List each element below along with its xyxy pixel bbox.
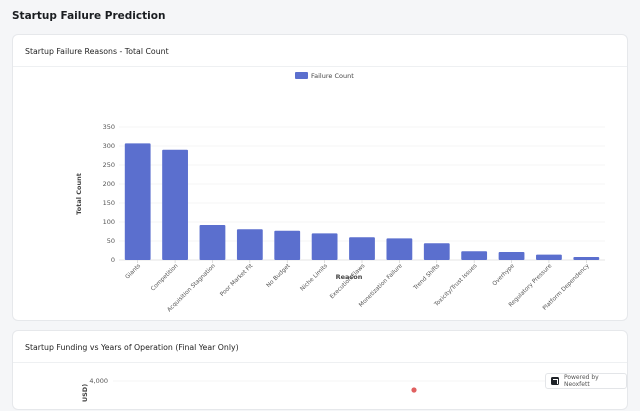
bar[interactable] bbox=[536, 254, 562, 260]
legend-label[interactable]: Failure Count bbox=[311, 72, 354, 80]
funding-vs-years-card-title: Startup Funding vs Years of Operation (F… bbox=[13, 331, 627, 363]
failure-reasons-card: Startup Failure Reasons - Total Count 0 5… bbox=[12, 34, 628, 321]
x-tick-label: No Budget bbox=[266, 263, 292, 289]
page-title: Startup Failure Prediction bbox=[12, 10, 166, 22]
bar[interactable] bbox=[311, 233, 338, 260]
funding-scatter-chart: 4,000 USD) bbox=[81, 377, 593, 402]
y-tick-label: 0 bbox=[111, 256, 115, 264]
bar[interactable] bbox=[461, 251, 488, 260]
funding-scatter-point[interactable] bbox=[411, 387, 417, 393]
y-tick-label: 350 bbox=[103, 123, 115, 131]
x-tick-label: Giants bbox=[125, 263, 142, 280]
funding-y-tick-label: 4,000 bbox=[89, 377, 108, 385]
funding-vs-years-card: Startup Funding vs Years of Operation (F… bbox=[12, 330, 628, 410]
bar[interactable] bbox=[386, 238, 413, 260]
failure-reasons-chart: 0 50 100 150 200 250 300 350 Giants Competition Ac… bbox=[13, 67, 629, 322]
y-tick-label: 150 bbox=[103, 199, 115, 207]
y-tick-label: 200 bbox=[103, 180, 115, 188]
x-tick-label: Execution Flaws bbox=[329, 263, 366, 300]
y-tick-label: 100 bbox=[103, 218, 115, 226]
bar[interactable] bbox=[423, 243, 450, 260]
neoxfett-logo-icon bbox=[551, 377, 559, 385]
bar[interactable] bbox=[199, 225, 226, 260]
legend-swatch[interactable] bbox=[295, 72, 308, 79]
y-tick-label: 50 bbox=[107, 237, 115, 245]
x-tick-label: Toxicity/Trust Issues bbox=[433, 263, 478, 308]
funding-y-axis-label: USD) bbox=[81, 384, 89, 402]
bar[interactable] bbox=[498, 252, 525, 260]
x-tick-label: Poor Market Fit bbox=[219, 263, 254, 298]
x-axis-label: Reason bbox=[336, 273, 363, 281]
bar[interactable] bbox=[274, 230, 301, 260]
x-tick-label: Overhype bbox=[492, 263, 516, 287]
x-tick-label: Niche Limits bbox=[300, 263, 329, 292]
y-tick-label: 250 bbox=[103, 161, 115, 169]
x-tick-label: Competition bbox=[150, 263, 180, 293]
x-tick-label: Monetization Failure bbox=[358, 263, 404, 309]
bar[interactable] bbox=[236, 229, 263, 260]
y-tick-label: 300 bbox=[103, 142, 115, 150]
x-tick-label: Trend Shifts bbox=[412, 263, 441, 292]
bar[interactable] bbox=[349, 237, 375, 260]
bar[interactable] bbox=[124, 143, 151, 260]
bar[interactable] bbox=[573, 256, 600, 260]
powered-by-label: Powered by Neoxfett bbox=[563, 374, 599, 388]
bar[interactable] bbox=[162, 149, 188, 260]
powered-by-badge[interactable]: Powered by Neoxfett bbox=[545, 373, 627, 389]
failure-reasons-card-title: Startup Failure Reasons - Total Count bbox=[13, 35, 627, 67]
y-axis-label: Total Count bbox=[75, 173, 83, 215]
